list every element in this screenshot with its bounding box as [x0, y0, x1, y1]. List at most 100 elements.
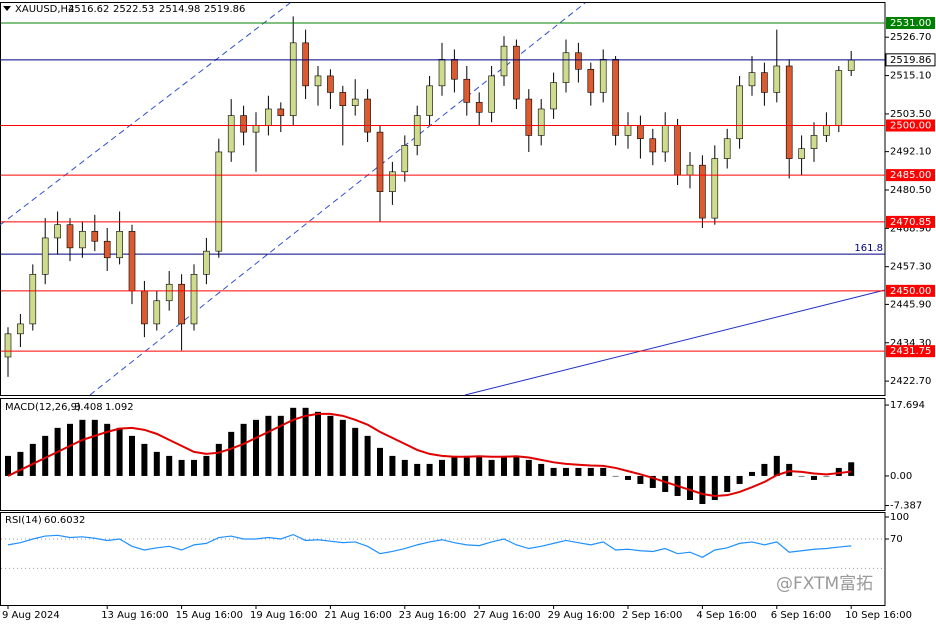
- macd-bar: [327, 415, 334, 476]
- x-tick-label: 23 Aug 16:00: [399, 610, 466, 621]
- macd-signal-line: [7, 412, 852, 497]
- candle-body: [575, 52, 582, 70]
- candle-body: [500, 45, 508, 77]
- macd-bar: [104, 423, 111, 476]
- y-tick-label: 2468.90: [890, 223, 931, 234]
- candle-body: [426, 85, 433, 116]
- x-tick-label: 29 Aug 16:00: [548, 610, 615, 621]
- macd-bar: [228, 431, 235, 476]
- macd-bar: [439, 459, 445, 476]
- macd-bar: [203, 455, 210, 476]
- macd-bar: [749, 471, 755, 476]
- candle-body: [4, 333, 12, 358]
- rsi-line: [7, 533, 852, 558]
- channel-line: [0, 2, 291, 226]
- close-value: 2519.86: [204, 4, 245, 15]
- x-tick-label: 15 Aug 16:00: [176, 610, 243, 621]
- macd-bar: [116, 427, 123, 476]
- candle-body: [240, 115, 247, 133]
- candle-body: [624, 125, 632, 136]
- macd-bar: [364, 435, 371, 476]
- y-tick-label: -7.387: [890, 501, 922, 512]
- macd-bar: [426, 463, 433, 476]
- y-tick-label: 2422.70: [890, 376, 931, 387]
- candle-body: [29, 274, 37, 325]
- candle-body: [686, 164, 694, 176]
- candle-body: [711, 158, 719, 219]
- menu-icon: [3, 6, 11, 11]
- macd-bar: [389, 455, 396, 476]
- y-tick-label: 2480.50: [890, 185, 931, 196]
- y-tick-label: 70: [890, 534, 903, 545]
- y-tick-label: 17.694: [890, 400, 925, 411]
- macd-bar: [42, 435, 49, 476]
- candle-body: [376, 131, 384, 192]
- y-tick-label: 2434.30: [890, 338, 931, 349]
- current-price-label: 2519.86: [890, 55, 931, 66]
- candle-body: [339, 92, 347, 106]
- candle-body: [488, 75, 495, 113]
- candle-body: [153, 300, 161, 325]
- macd-bar: [215, 443, 222, 476]
- candle-body: [327, 75, 334, 93]
- x-tick-label: 27 Aug 16:00: [473, 610, 540, 621]
- candle-body: [587, 68, 595, 93]
- level-label: 2485.00: [890, 170, 931, 181]
- y-tick-label: 2492.10: [890, 147, 931, 158]
- candle-body: [550, 82, 557, 110]
- level-label-box: [886, 17, 935, 30]
- candle-body: [451, 59, 458, 80]
- high-value: 2522.53: [113, 4, 154, 15]
- x-tick-label: 21 Aug 16:00: [324, 610, 391, 621]
- macd-bar: [414, 463, 421, 476]
- macd-bar: [711, 475, 718, 500]
- level-label-box: [886, 169, 935, 182]
- macd-bar: [538, 463, 545, 476]
- macd-value: 3.408: [74, 402, 103, 413]
- candle-body: [389, 171, 396, 192]
- rsi-title: RSI(14): [5, 515, 42, 526]
- candle-body: [810, 135, 818, 149]
- level-label: 2531.00: [890, 18, 931, 29]
- candle-body: [141, 290, 148, 325]
- level-label-box: [886, 284, 935, 297]
- macd-bar: [724, 475, 731, 492]
- level-label: 2450.00: [890, 286, 931, 297]
- candle-body: [847, 59, 855, 71]
- macd-bar: [302, 407, 309, 476]
- low-value: 2514.98: [159, 4, 200, 15]
- signal-value: 1.092: [105, 402, 134, 413]
- level-label-box: [886, 119, 935, 132]
- macd-bar: [277, 415, 284, 476]
- macd-bar: [67, 423, 73, 476]
- macd-bar: [550, 467, 557, 476]
- candle-body: [562, 52, 570, 83]
- macd-bar: [563, 467, 569, 476]
- candle-body: [190, 274, 198, 325]
- macd-bar: [91, 419, 98, 476]
- x-tick-label: 6 Sep 16:00: [771, 610, 831, 621]
- macd-bar: [141, 443, 148, 476]
- candle-body: [463, 78, 471, 103]
- macd-bar: [811, 475, 817, 480]
- y-tick-label: 100: [890, 512, 909, 523]
- macd-bar: [5, 455, 11, 476]
- candle-body: [798, 148, 805, 159]
- candle-body: [54, 224, 61, 239]
- macd-bar: [525, 459, 532, 476]
- candle-body: [699, 164, 706, 219]
- candle-body: [401, 145, 409, 173]
- macd-bar: [191, 459, 197, 476]
- candle-body: [351, 98, 359, 106]
- macd-bar: [798, 475, 805, 477]
- macd-title: MACD(12,26,9): [5, 402, 81, 413]
- candle-body: [438, 59, 446, 87]
- macd-bar: [240, 423, 247, 476]
- macd-bar: [612, 475, 619, 477]
- channel-line: [89, 2, 586, 396]
- candle-body: [612, 59, 619, 136]
- macd-bar: [699, 475, 706, 504]
- x-tick-label: 13 Aug 16:00: [101, 610, 168, 621]
- x-tick-label: 19 Aug 16:00: [250, 610, 317, 621]
